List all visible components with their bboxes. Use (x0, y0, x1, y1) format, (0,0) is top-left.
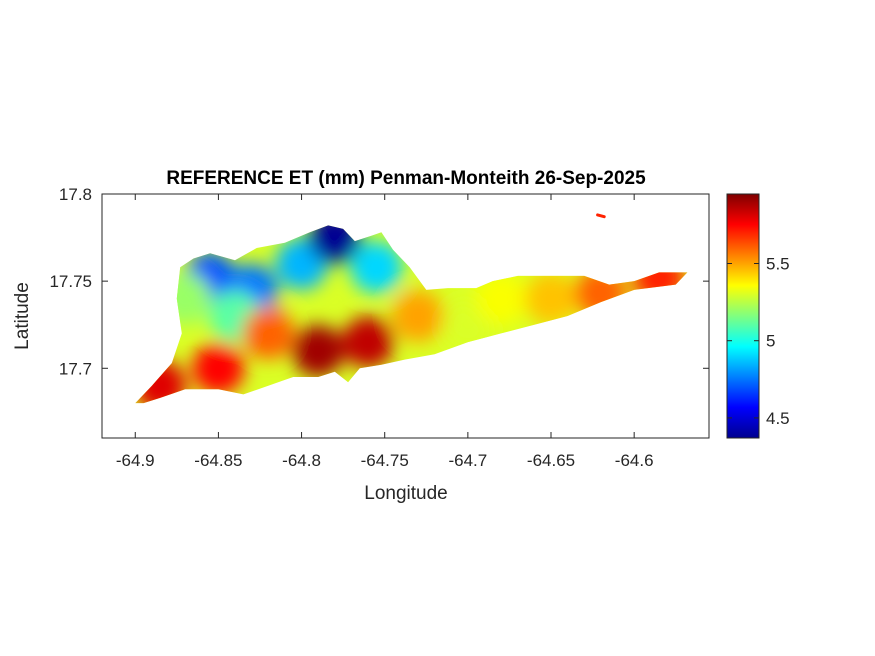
x-tick-label: -64.8 (282, 451, 321, 470)
x-tick-label: -64.65 (527, 451, 575, 470)
value-zone (342, 316, 395, 369)
value-zone (192, 342, 245, 395)
colorbar-ticks: 4.5 5 5.5 (727, 254, 790, 428)
colorbar-gradient (726, 193, 760, 439)
y-tick-label: 17.75 (49, 272, 92, 291)
x-tick-label: -64.85 (194, 451, 242, 470)
et-heatmap (135, 213, 688, 404)
y-tick-label: 17.7 (59, 359, 92, 378)
value-zone (392, 290, 444, 342)
value-zones (135, 225, 686, 404)
x-tick-label: -64.75 (361, 451, 409, 470)
x-axis-label: Longitude (364, 483, 447, 504)
colorbar-tick-label: 5 (766, 332, 775, 351)
value-zone (574, 267, 627, 320)
x-axis: -64.9 -64.85 -64.8 -64.75 -64.7 -64.65 -64.6 (116, 194, 654, 470)
value-zone (350, 241, 403, 294)
colorbar: 4.5 5 5.5 (726, 193, 790, 439)
value-zone (475, 272, 528, 325)
value-zone (292, 324, 345, 377)
islet-region (596, 213, 606, 219)
value-zone (242, 307, 295, 360)
y-axis: 17.7 17.75 17.8 (49, 185, 709, 378)
colorbar-tick-label: 5.5 (766, 254, 790, 273)
value-zone (633, 251, 686, 304)
chart-title: REFERENCE ET (mm) Penman-Monteith 26-Sep… (166, 168, 646, 189)
value-zone (135, 359, 187, 404)
value-zone (525, 272, 577, 325)
colorbar-tick-label: 4.5 (766, 409, 790, 428)
y-axis-label: Latitude (12, 282, 33, 350)
x-tick-label: -64.7 (448, 451, 487, 470)
y-tick-label: 17.8 (59, 185, 92, 204)
axes-box (101, 193, 710, 439)
value-zone (308, 225, 361, 264)
x-tick-label: -64.6 (615, 451, 654, 470)
value-zone (159, 272, 212, 325)
x-tick-label: -64.9 (116, 451, 155, 470)
